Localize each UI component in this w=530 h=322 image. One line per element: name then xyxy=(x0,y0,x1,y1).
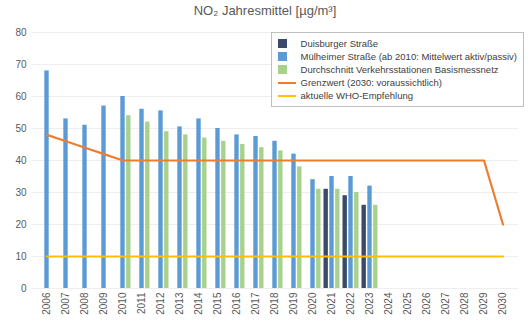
svg-text:2027: 2027 xyxy=(440,292,451,315)
svg-text:2006: 2006 xyxy=(41,292,52,315)
html-text:NO₂ Jahresmittel [µg/m³]: NO₂ Jahresmittel [µg/m³] xyxy=(193,3,337,18)
svg-text:2019: 2019 xyxy=(288,292,299,315)
html-text:aktuelle WHO-Empfehlung: aktuelle WHO-Empfehlung xyxy=(300,90,413,101)
svg-text:0: 0 xyxy=(21,283,27,294)
svg-text:2007: 2007 xyxy=(60,292,71,315)
svg-text:40: 40 xyxy=(15,155,27,166)
svg-text:2023: 2023 xyxy=(364,292,375,315)
svg-text:2009: 2009 xyxy=(98,292,109,315)
svg-text:2013: 2013 xyxy=(174,292,185,315)
svg-text:2011: 2011 xyxy=(136,292,147,314)
svg-text:80: 80 xyxy=(15,27,27,38)
svg-text:2021: 2021 xyxy=(326,292,337,315)
html-text:Duisburger Straße: Duisburger Straße xyxy=(300,38,379,49)
svg-text:2015: 2015 xyxy=(212,292,223,315)
svg-text:2022: 2022 xyxy=(345,292,356,315)
svg-text:2026: 2026 xyxy=(421,292,432,315)
svg-text:2010: 2010 xyxy=(117,292,128,315)
svg-text:2012: 2012 xyxy=(155,292,166,315)
svg-text:60: 60 xyxy=(15,91,27,102)
svg-text:2025: 2025 xyxy=(402,292,413,315)
svg-text:2028: 2028 xyxy=(459,292,470,315)
svg-text:2024: 2024 xyxy=(383,292,394,315)
html-text:Durchschnitt Verkehrsstationen: Durchschnitt Verkehrsstationen Basismess… xyxy=(300,64,499,75)
html-text:Mülheimer Straße (ab 2010: Mit: Mülheimer Straße (ab 2010: Mittelwert ak… xyxy=(300,51,517,62)
svg-text:2016: 2016 xyxy=(231,292,242,315)
svg-text:2029: 2029 xyxy=(478,292,489,315)
svg-text:50: 50 xyxy=(15,123,27,134)
svg-text:2020: 2020 xyxy=(307,292,318,315)
svg-text:30: 30 xyxy=(15,187,27,198)
svg-text:2014: 2014 xyxy=(193,292,204,315)
svg-text:2008: 2008 xyxy=(79,292,90,315)
svg-text:2018: 2018 xyxy=(269,292,280,315)
svg-text:2017: 2017 xyxy=(250,292,261,315)
svg-text:2030: 2030 xyxy=(497,292,508,315)
html-text:Grenzwert (2030: voraussichtli: Grenzwert (2030: voraussichtlich) xyxy=(300,77,442,88)
svg-text:70: 70 xyxy=(15,59,27,70)
svg-text:20: 20 xyxy=(15,219,27,230)
svg-text:10: 10 xyxy=(15,251,27,262)
